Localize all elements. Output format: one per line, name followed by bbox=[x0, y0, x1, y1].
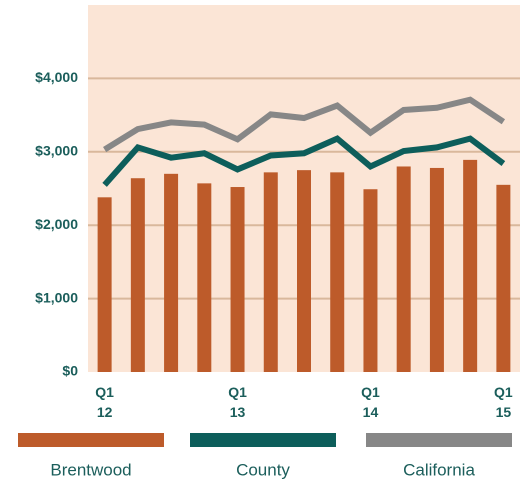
x-tick-label: Q1 12 bbox=[95, 384, 114, 420]
x-tick-label: Q1 13 bbox=[228, 384, 247, 420]
y-tick-label: $0 bbox=[62, 363, 78, 379]
bar bbox=[496, 184, 511, 372]
legend-swatch bbox=[366, 433, 512, 447]
bar bbox=[230, 187, 245, 372]
line bbox=[103, 96, 506, 153]
bar bbox=[97, 197, 112, 372]
bar bbox=[263, 172, 278, 372]
bar bbox=[429, 167, 444, 372]
bar bbox=[164, 173, 179, 372]
x-tick-label: Q1 14 bbox=[361, 384, 380, 420]
bar bbox=[130, 178, 145, 372]
legend-swatch bbox=[18, 433, 164, 447]
x-tick-label: Q1 15 bbox=[494, 384, 513, 420]
y-tick-label: $1,000 bbox=[35, 289, 78, 305]
line bbox=[102, 135, 506, 187]
legend-label: Brentwood bbox=[50, 460, 131, 479]
y-tick-label: $4,000 bbox=[35, 69, 78, 85]
bar bbox=[463, 159, 478, 372]
bar bbox=[396, 166, 411, 372]
bar bbox=[297, 170, 311, 372]
legend-swatch bbox=[190, 433, 336, 447]
y-tick-label: $3,000 bbox=[35, 143, 78, 159]
legend-label: County bbox=[236, 460, 290, 479]
legend-label: California bbox=[403, 460, 475, 479]
bar bbox=[330, 172, 345, 372]
y-tick-label: $2,000 bbox=[35, 216, 78, 232]
bar bbox=[363, 189, 378, 372]
bar bbox=[197, 183, 212, 372]
